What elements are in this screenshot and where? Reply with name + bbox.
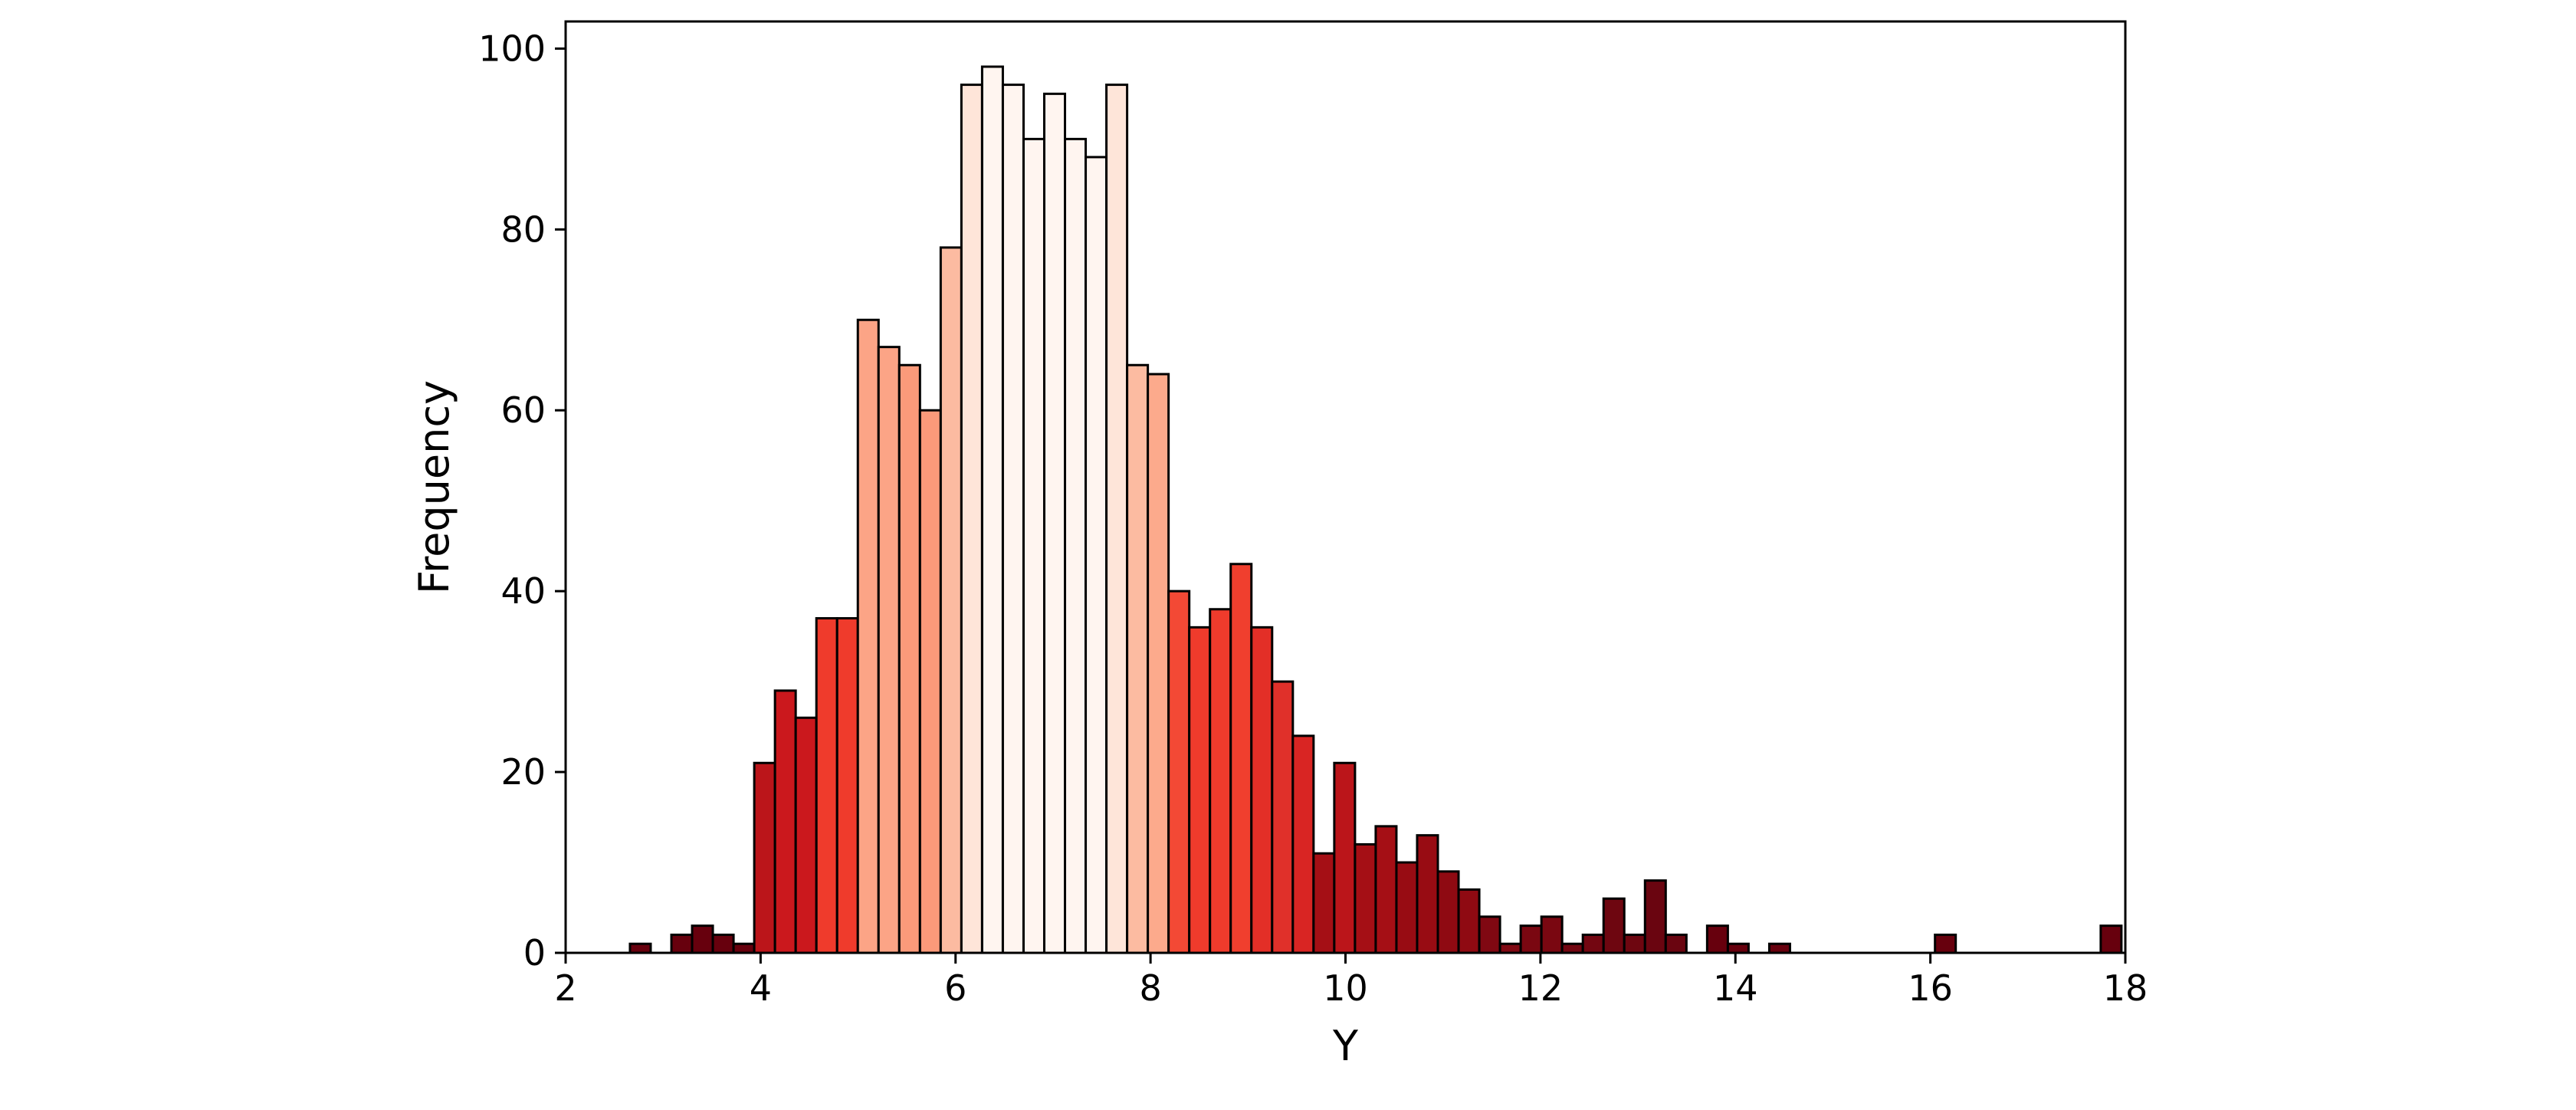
histogram-bar xyxy=(1519,924,1543,954)
x-tick-label: 4 xyxy=(750,967,772,1009)
histogram-bar xyxy=(753,761,776,954)
histogram-bar xyxy=(691,924,714,954)
y-tick-label: 40 xyxy=(500,570,546,612)
histogram-bar xyxy=(732,942,756,954)
histogram-bar xyxy=(1767,942,1791,954)
histogram-bar xyxy=(1105,84,1129,954)
histogram-bar xyxy=(897,363,921,954)
histogram-bar xyxy=(1209,608,1232,954)
histogram-bar xyxy=(1581,933,1605,954)
histogram-bar xyxy=(1705,924,1729,954)
histogram-bar xyxy=(939,246,963,954)
histogram-bar xyxy=(1498,942,1522,954)
histogram-bar xyxy=(835,617,859,954)
y-tick-label: 100 xyxy=(478,28,546,69)
histogram-bar xyxy=(877,346,901,954)
histogram-bar xyxy=(1436,870,1460,954)
histogram-bar xyxy=(2099,924,2123,954)
histogram-bar xyxy=(1395,861,1419,954)
histogram-bar xyxy=(1602,897,1626,954)
x-tick-label: 14 xyxy=(1713,967,1758,1009)
histogram-bar xyxy=(1271,680,1295,954)
histogram-bar xyxy=(711,933,735,954)
histogram-bar xyxy=(1374,825,1398,954)
histogram-bar xyxy=(980,65,1004,954)
histogram-bar xyxy=(1291,734,1315,954)
histogram-bar xyxy=(1147,373,1170,954)
histogram-bar xyxy=(1726,942,1750,954)
histogram-bar xyxy=(1560,942,1584,954)
histogram-bar xyxy=(1064,137,1088,954)
histogram-bar xyxy=(960,84,983,954)
axes-layer: 2 4 6 8 10 12 14 16 18 0 20 40 60 80 100 xyxy=(478,20,2148,1009)
x-tick-label: 6 xyxy=(944,967,966,1009)
histogram-bar xyxy=(1457,888,1481,954)
histogram-bar xyxy=(918,409,942,954)
histogram-bar xyxy=(1085,156,1108,954)
histogram-bar xyxy=(1042,92,1067,954)
x-axis-label: Y xyxy=(1332,1022,1359,1070)
histogram-bar xyxy=(1188,626,1212,954)
histogram-bar xyxy=(628,942,652,954)
histogram-bar xyxy=(1540,915,1564,954)
histogram-bar xyxy=(670,933,694,954)
bars-layer xyxy=(628,65,2123,954)
histogram-bar xyxy=(1126,363,1150,954)
histogram-bar xyxy=(856,318,880,954)
histogram-bar xyxy=(1934,933,1957,954)
histogram-bar xyxy=(1623,933,1646,954)
histogram-bar xyxy=(1001,84,1025,954)
histogram-bar xyxy=(1664,933,1688,954)
histogram-bar xyxy=(794,716,818,954)
x-tick-label: 18 xyxy=(2103,967,2148,1009)
histogram-bar xyxy=(1229,563,1253,954)
y-tick-label: 80 xyxy=(500,209,546,250)
y-tick-label: 60 xyxy=(500,389,546,431)
y-tick-label: 0 xyxy=(523,932,546,974)
histogram-bar xyxy=(1312,852,1336,954)
y-axis-label: Frequency xyxy=(410,380,458,594)
histogram-bar xyxy=(773,689,797,954)
histogram-bar xyxy=(1167,589,1191,954)
histogram-bar xyxy=(1478,915,1501,954)
histogram-bar xyxy=(1333,761,1357,954)
y-tick-label: 20 xyxy=(500,751,546,793)
x-tick-label: 8 xyxy=(1139,967,1161,1009)
histogram-bar xyxy=(1250,626,1274,954)
histogram-bar xyxy=(1643,879,1667,954)
histogram-bar xyxy=(1022,137,1045,954)
histogram-bar xyxy=(1354,842,1377,954)
histogram-bar xyxy=(815,617,838,954)
x-tick-label: 16 xyxy=(1908,967,1953,1009)
x-tick-label: 12 xyxy=(1518,967,1564,1009)
x-tick-label: 2 xyxy=(554,967,576,1009)
histogram-bar xyxy=(1416,834,1439,954)
x-tick-label: 10 xyxy=(1323,967,1368,1009)
